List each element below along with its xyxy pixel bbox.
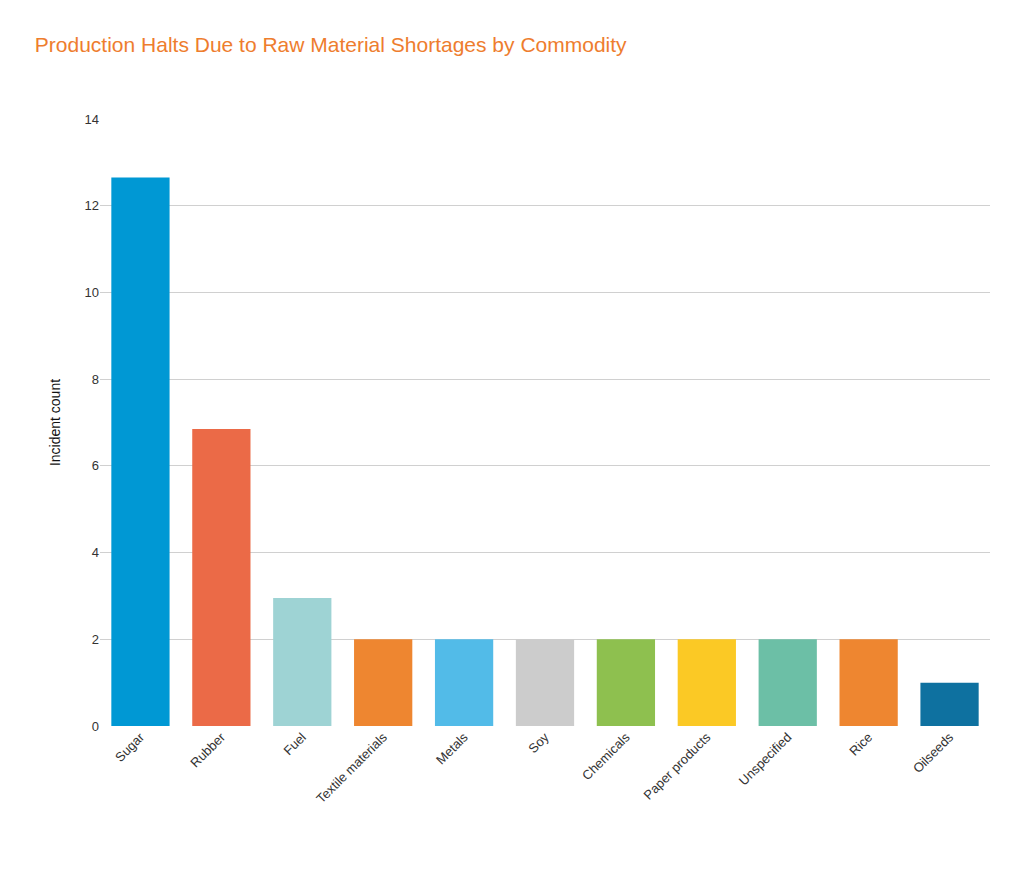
svg-text:Rice: Rice bbox=[846, 730, 875, 759]
svg-text:Metals: Metals bbox=[433, 729, 471, 767]
svg-text:Paper products: Paper products bbox=[641, 729, 714, 802]
svg-text:10: 10 bbox=[85, 285, 99, 300]
svg-text:Chemicals: Chemicals bbox=[579, 729, 633, 783]
svg-text:Sugar: Sugar bbox=[112, 729, 148, 765]
svg-text:Production Halts Due to Raw Ma: Production Halts Due to Raw Material Sho… bbox=[35, 33, 627, 56]
svg-text:Rubber: Rubber bbox=[187, 729, 228, 770]
svg-text:Unspecified: Unspecified bbox=[736, 730, 795, 789]
svg-text:Incident count: Incident count bbox=[47, 379, 63, 466]
svg-text:6: 6 bbox=[92, 458, 99, 473]
svg-text:Fuel: Fuel bbox=[280, 730, 309, 759]
svg-text:2: 2 bbox=[92, 632, 99, 647]
svg-text:Textile materials: Textile materials bbox=[313, 729, 390, 806]
svg-text:14: 14 bbox=[85, 112, 99, 127]
svg-text:8: 8 bbox=[92, 372, 99, 387]
svg-text:12: 12 bbox=[85, 198, 99, 213]
svg-text:4: 4 bbox=[92, 545, 99, 560]
svg-text:Soy: Soy bbox=[525, 729, 552, 756]
svg-text:Oilseeds: Oilseeds bbox=[910, 729, 957, 776]
svg-text:0: 0 bbox=[92, 719, 99, 734]
